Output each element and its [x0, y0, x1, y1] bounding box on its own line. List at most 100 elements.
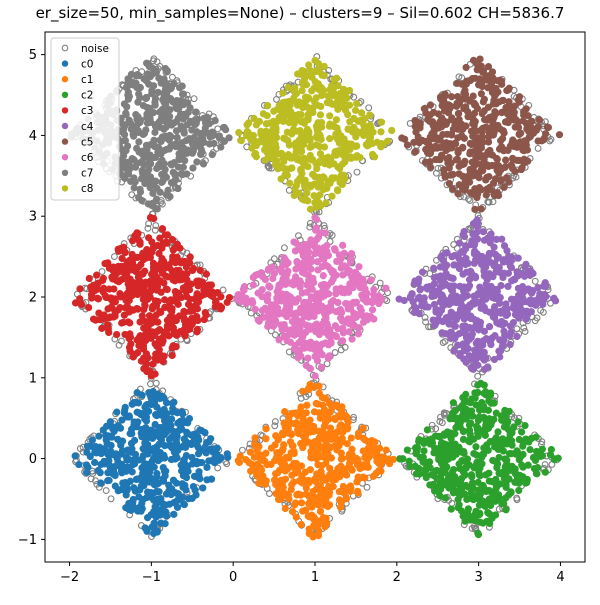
cluster-point-c2: [424, 427, 431, 434]
cluster-point-c3: [183, 288, 190, 295]
cluster-point-c4: [418, 302, 425, 309]
cluster-point-c6: [347, 256, 354, 263]
cluster-point-c4: [512, 311, 519, 318]
cluster-point-c4: [459, 310, 466, 317]
cluster-point-c1: [315, 502, 322, 509]
cluster-point-c5: [404, 142, 411, 149]
cluster-point-c3: [195, 317, 202, 324]
cluster-point-c7: [144, 111, 151, 118]
cluster-point-c5: [498, 166, 505, 173]
cluster-point-c5: [489, 123, 496, 130]
cluster-point-c3: [105, 260, 112, 267]
cluster-point-c1: [334, 402, 341, 409]
cluster-point-c0: [204, 477, 211, 484]
cluster-point-c5: [453, 103, 460, 110]
cluster-point-c2: [518, 462, 525, 469]
cluster-point-c3: [99, 277, 106, 284]
x-tick-label: 1: [311, 570, 319, 585]
cluster-point-c6: [269, 275, 276, 282]
cluster-point-c6: [349, 336, 356, 343]
cluster-point-c6: [315, 267, 322, 274]
cluster-point-c2: [399, 455, 406, 462]
cluster-point-c5: [461, 135, 468, 142]
cluster-point-c1: [364, 464, 371, 471]
cluster-point-c8: [346, 118, 353, 125]
cluster-point-c3: [197, 267, 204, 274]
cluster-point-c8: [297, 127, 304, 134]
cluster-point-c3: [113, 331, 120, 338]
cluster-point-c6: [303, 362, 310, 369]
cluster-point-c2: [450, 399, 457, 406]
cluster-point-c0: [170, 477, 177, 484]
cluster-point-c7: [143, 142, 150, 149]
cluster-point-c0: [172, 490, 179, 497]
cluster-point-c7: [141, 153, 148, 160]
cluster-point-c6: [305, 264, 312, 271]
cluster-point-c5: [498, 143, 505, 150]
cluster-point-c0: [156, 488, 163, 495]
cluster-point-c2: [473, 510, 480, 517]
cluster-point-c5: [450, 171, 457, 178]
cluster-point-c5: [499, 135, 506, 142]
cluster-point-c5: [497, 126, 504, 133]
cluster-point-c0: [179, 411, 186, 418]
cluster-point-c8: [236, 129, 243, 136]
cluster-point-c7: [152, 178, 159, 185]
cluster-point-c5: [498, 109, 505, 116]
cluster-point-c5: [462, 96, 469, 103]
cluster-point-c7: [143, 77, 150, 84]
cluster-point-c3: [139, 313, 146, 320]
cluster-point-c1: [294, 468, 301, 475]
cluster-point-c6: [322, 340, 329, 347]
cluster-point-c5: [516, 157, 523, 164]
y-tick-label: −1: [18, 533, 37, 548]
cluster-point-c7: [201, 115, 208, 122]
cluster-point-c1: [310, 423, 317, 430]
cluster-point-c4: [451, 348, 458, 355]
cluster-point-c0: [204, 464, 211, 471]
cluster-point-c8: [252, 150, 259, 157]
cluster-point-c8: [347, 153, 354, 160]
cluster-point-c3: [203, 271, 210, 278]
cluster-point-c2: [442, 495, 449, 502]
cluster-point-c4: [508, 329, 515, 336]
cluster-point-c1: [318, 462, 325, 469]
cluster-point-c2: [441, 431, 448, 438]
cluster-point-c5: [463, 64, 470, 71]
cluster-point-c0: [142, 525, 149, 532]
cluster-point-c8: [289, 165, 296, 172]
cluster-point-c0: [194, 443, 201, 450]
cluster-point-c8: [298, 111, 305, 118]
cluster-point-c5: [478, 126, 485, 133]
cluster-point-c1: [292, 500, 299, 507]
cluster-point-c8: [299, 196, 306, 203]
cluster-point-c6: [266, 314, 273, 321]
cluster-point-c8: [384, 138, 391, 145]
cluster-point-c8: [312, 57, 319, 64]
cluster-point-c6: [356, 324, 363, 331]
cluster-point-c1: [263, 426, 270, 433]
cluster-point-c4: [523, 286, 530, 293]
cluster-point-c0: [139, 392, 146, 399]
cluster-point-c5: [459, 185, 466, 192]
cluster-point-c5: [462, 177, 469, 184]
cluster-point-c4: [516, 304, 523, 311]
cluster-point-c2: [466, 438, 473, 445]
cluster-point-c6: [270, 321, 277, 328]
cluster-point-c3: [141, 365, 148, 372]
cluster-point-c8: [318, 157, 325, 164]
cluster-point-c0: [183, 468, 190, 475]
cluster-point-c3: [109, 305, 116, 312]
cluster-point-c4: [449, 288, 456, 295]
cluster-point-c2: [461, 399, 468, 406]
cluster-point-c0: [196, 459, 203, 466]
cluster-point-c1: [354, 456, 361, 463]
cluster-point-c3: [119, 255, 126, 262]
cluster-point-c7: [194, 159, 201, 166]
cluster-point-c1: [282, 505, 289, 512]
cluster-point-c7: [174, 134, 181, 141]
cluster-point-c1: [370, 473, 377, 480]
cluster-point-c7: [132, 111, 139, 118]
cluster-point-c0: [148, 399, 155, 406]
